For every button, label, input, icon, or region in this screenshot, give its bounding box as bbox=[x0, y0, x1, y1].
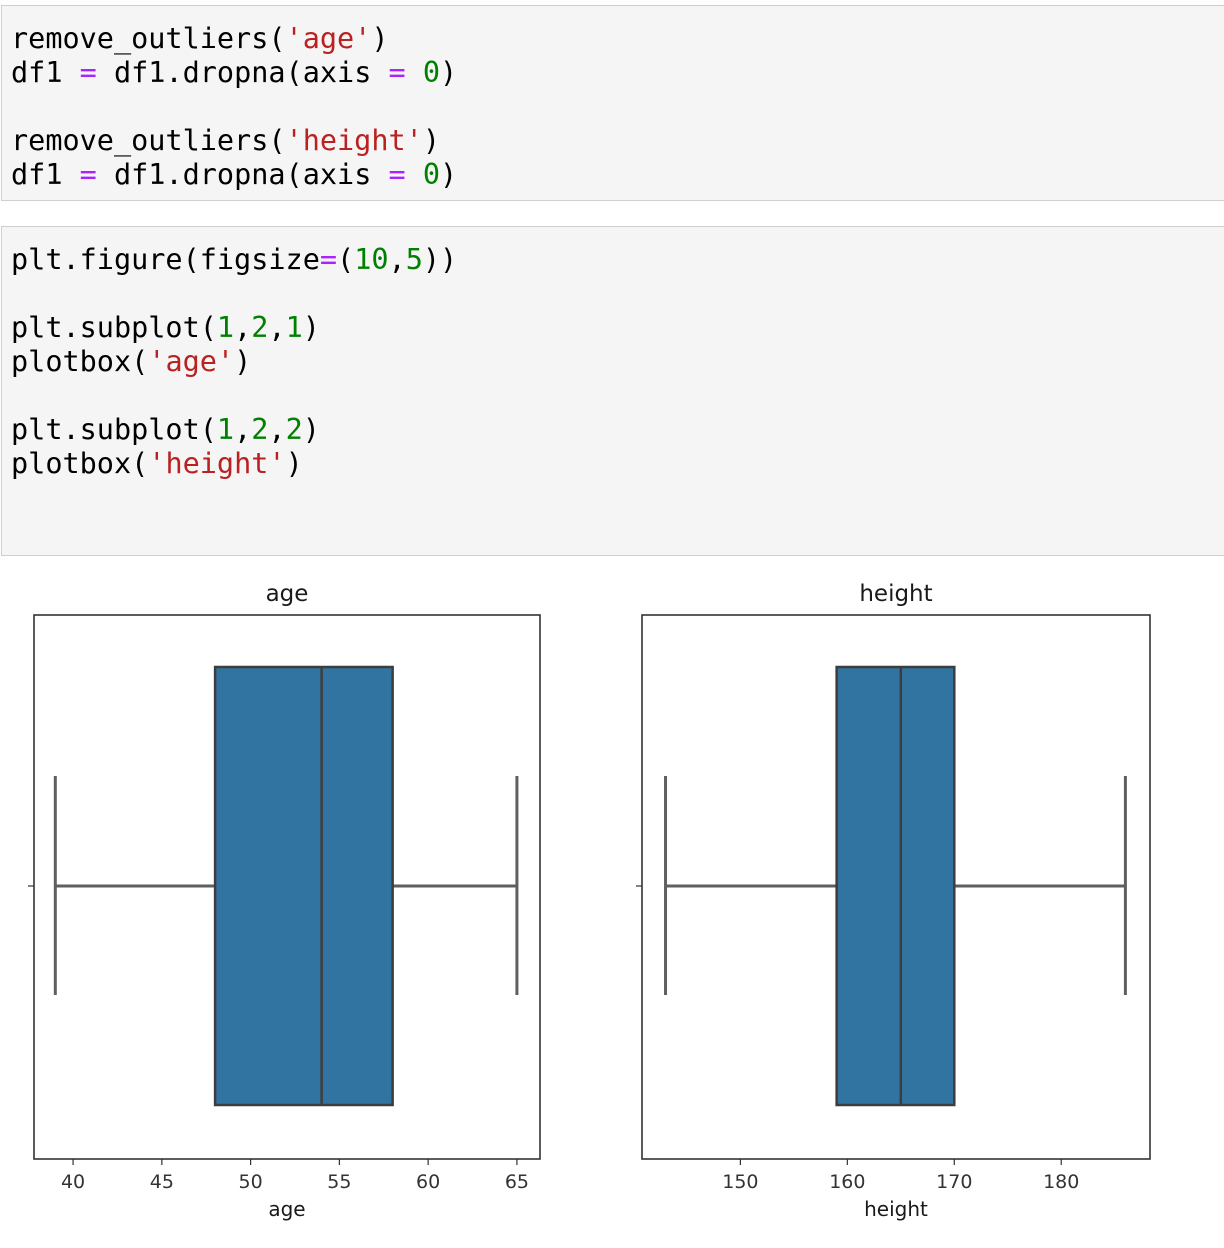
subplot-height: height 150 160 170 180 height bbox=[636, 581, 1151, 1221]
x-tick-label: 170 bbox=[936, 1171, 972, 1193]
code-token: 0 bbox=[422, 56, 441, 89]
code-line bbox=[11, 379, 457, 413]
code-token: plotbox( bbox=[11, 345, 149, 378]
code-token: , bbox=[388, 243, 406, 276]
subplot-age: age 40 45 50 55 60 65 age bbox=[28, 581, 541, 1221]
code-token: df1 bbox=[11, 158, 80, 191]
code-token: 'age' bbox=[285, 22, 372, 55]
iqr-box bbox=[213, 665, 394, 1107]
code-token: 10 bbox=[354, 243, 389, 276]
code-token: 1 bbox=[285, 311, 303, 344]
code-token: 2 bbox=[251, 413, 269, 446]
code-line bbox=[11, 277, 457, 311]
code-token: remove_outliers( bbox=[11, 22, 286, 55]
code-token: ) bbox=[440, 158, 458, 191]
code-token: ) bbox=[440, 56, 458, 89]
x-tick-label: 160 bbox=[829, 1171, 865, 1193]
x-axis-label: age bbox=[268, 1197, 305, 1221]
code-token: ) bbox=[371, 22, 389, 55]
code-token bbox=[406, 158, 423, 191]
code-token: = bbox=[319, 243, 338, 276]
code-cell-plot[interactable]: plt.figure(figsize=(10,5)) plt.subplot(1,… bbox=[1, 226, 1224, 556]
x-tick-label: 55 bbox=[327, 1171, 351, 1193]
code-token: ) bbox=[234, 345, 252, 378]
code-token: , bbox=[268, 413, 286, 446]
code-line: df1 = df1.dropna(axis = 0) bbox=[11, 56, 457, 90]
code-token: , bbox=[268, 311, 286, 344]
code-token: ( bbox=[337, 243, 355, 276]
code-token: ) bbox=[302, 311, 320, 344]
code-line: plt.figure(figsize=(10,5)) bbox=[11, 243, 457, 277]
code-token: 'height' bbox=[285, 124, 423, 157]
code-token: )) bbox=[422, 243, 458, 276]
x-tick-label: 60 bbox=[416, 1171, 440, 1193]
code-token: = bbox=[79, 158, 97, 191]
code-token: , bbox=[234, 413, 252, 446]
code-token: 2 bbox=[285, 413, 303, 446]
code-cell-remove-outliers[interactable]: remove_outliers('age') df1 = df1.dropna(a… bbox=[1, 5, 1224, 201]
code-token: = bbox=[388, 56, 406, 89]
code-token: remove_outliers( bbox=[11, 124, 286, 157]
iqr-box bbox=[835, 665, 956, 1107]
code-editor[interactable]: plt.figure(figsize=(10,5)) plt.subplot(1,… bbox=[11, 243, 457, 481]
code-line: remove_outliers('height') bbox=[11, 124, 457, 158]
x-tick-label: 50 bbox=[239, 1171, 263, 1193]
code-token: = bbox=[79, 56, 97, 89]
code-token: plt.subplot( bbox=[11, 413, 217, 446]
code-token: , bbox=[234, 311, 252, 344]
subplot-title: age bbox=[266, 581, 309, 607]
code-token: 0 bbox=[422, 158, 441, 191]
x-tick-label: 65 bbox=[505, 1171, 529, 1193]
code-token: ) bbox=[302, 413, 320, 446]
code-editor[interactable]: remove_outliers('age') df1 = df1.dropna(a… bbox=[11, 22, 457, 192]
code-token: plt.subplot( bbox=[11, 311, 217, 344]
code-token: 5 bbox=[405, 243, 423, 276]
code-line: plotbox('age') bbox=[11, 345, 457, 379]
code-token: 'height' bbox=[148, 447, 286, 480]
code-token: ) bbox=[422, 124, 440, 157]
x-tick-label: 150 bbox=[722, 1171, 758, 1193]
code-token: = bbox=[388, 158, 406, 191]
code-line bbox=[11, 90, 457, 124]
code-token: plotbox( bbox=[11, 447, 149, 480]
code-token: df1.dropna(axis bbox=[96, 56, 389, 89]
code-token: ) bbox=[285, 447, 303, 480]
axes-frame bbox=[33, 614, 541, 1160]
code-line: plt.subplot(1,2,2) bbox=[11, 413, 457, 447]
code-token bbox=[406, 56, 423, 89]
code-token: df1 bbox=[11, 56, 80, 89]
code-line: plotbox('height') bbox=[11, 447, 457, 481]
code-token: 2 bbox=[251, 311, 269, 344]
code-line: remove_outliers('age') bbox=[11, 22, 457, 56]
x-axis-label: height bbox=[864, 1197, 928, 1221]
x-tick-label: 45 bbox=[150, 1171, 174, 1193]
cell-output-figure: age 40 45 50 55 60 65 age height 150 160 170 180 heig… bbox=[0, 570, 1224, 1240]
code-token: 'age' bbox=[148, 345, 235, 378]
x-tick-label: 180 bbox=[1043, 1171, 1079, 1193]
code-token: 1 bbox=[216, 413, 235, 446]
subplot-title: height bbox=[859, 581, 932, 607]
code-line: plt.subplot(1,2,1) bbox=[11, 311, 457, 345]
code-token: df1.dropna(axis bbox=[96, 158, 389, 191]
axes-frame bbox=[641, 614, 1151, 1160]
code-token: plt.figure(figsize bbox=[11, 243, 320, 276]
code-line: df1 = df1.dropna(axis = 0) bbox=[11, 158, 457, 192]
code-token: 1 bbox=[216, 311, 235, 344]
x-tick-label: 40 bbox=[61, 1171, 85, 1193]
